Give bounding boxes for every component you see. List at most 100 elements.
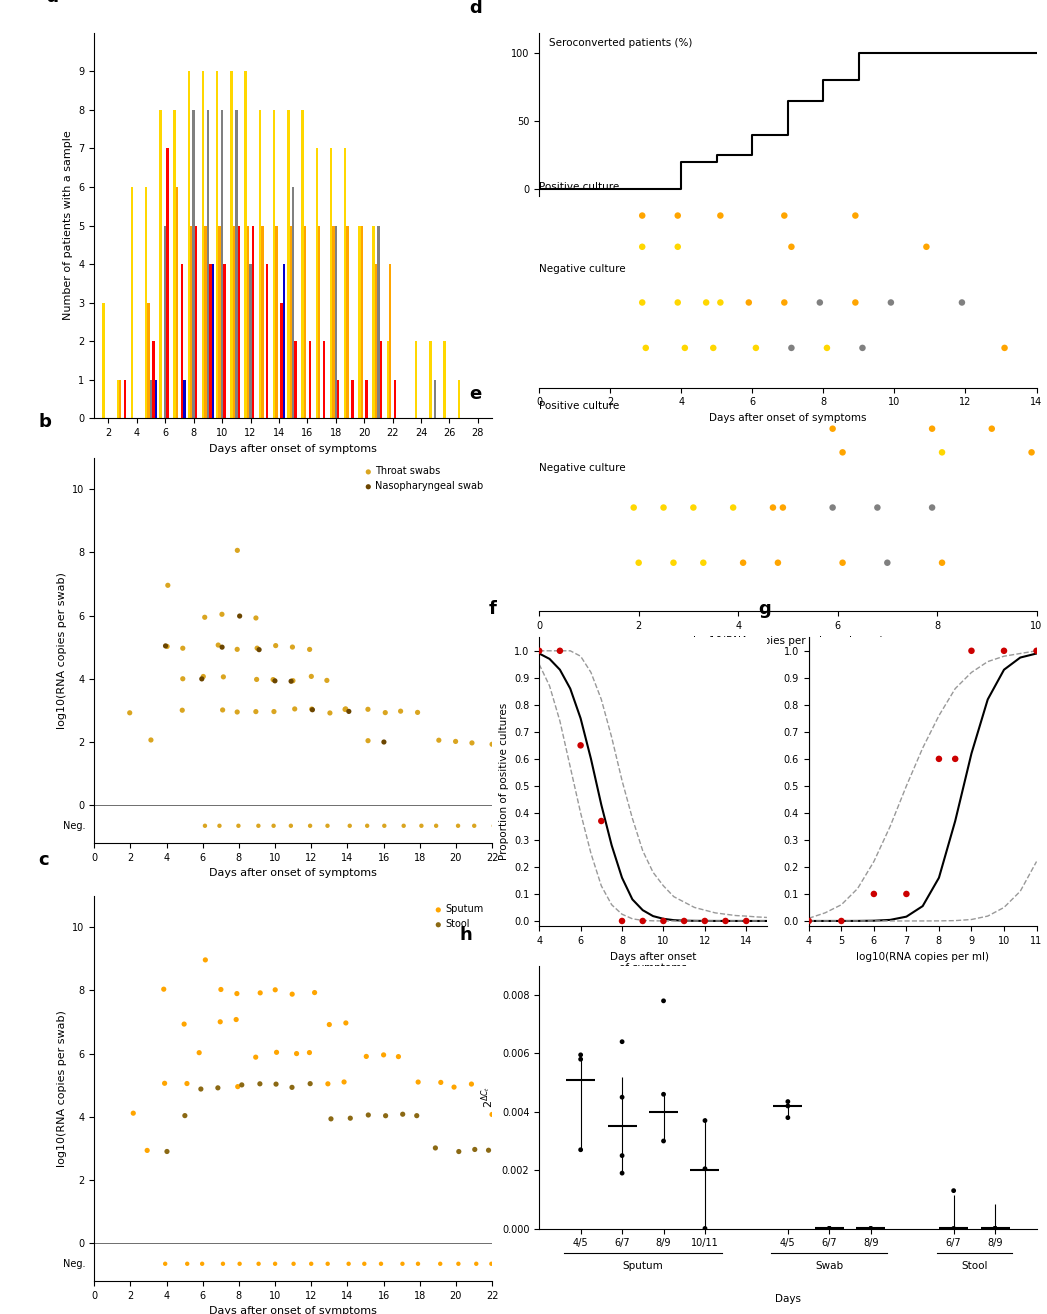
Bar (394, 380, 396, 418)
Bar (152, 342, 155, 418)
Bar (429, 342, 431, 418)
Point (319, 815, 336, 836)
Point (409, 1254, 426, 1275)
Throat swabs (174, 700, 191, 721)
Sputum (268, 1042, 285, 1063)
Point (898, 883, 915, 904)
Point (633, 292, 650, 313)
Bar (204, 226, 206, 418)
X-axis label: Days after onset of symptoms: Days after onset of symptoms (209, 869, 377, 879)
Throat swabs (447, 731, 464, 752)
Point (738, 911, 755, 932)
Throat swabs (337, 699, 354, 720)
Point (863, 1218, 879, 1239)
Point (821, 1218, 838, 1239)
Point (821, 1218, 838, 1239)
Point (945, 1180, 962, 1201)
Bar (124, 380, 127, 418)
Sputum (139, 1141, 156, 1162)
Sputum (247, 1047, 264, 1068)
Point (194, 1254, 210, 1275)
Bar (315, 148, 318, 418)
Point (625, 497, 642, 518)
Point (593, 811, 609, 832)
Text: Seroconverted patients (%): Seroconverted patients (%) (550, 38, 692, 47)
Point (676, 338, 693, 359)
Point (655, 497, 672, 518)
Point (230, 815, 247, 836)
Point (824, 497, 841, 518)
Point (695, 552, 712, 573)
Point (712, 205, 729, 226)
X-axis label: log10(RNA copies per ml, swab or g): log10(RNA copies per ml, swab or g) (693, 636, 883, 646)
Point (931, 749, 948, 770)
Point (669, 205, 686, 226)
Sputum (321, 1014, 338, 1035)
Point (466, 815, 483, 836)
Stool (251, 1074, 268, 1095)
Point (811, 292, 828, 313)
Bar (166, 148, 169, 418)
Bar (337, 380, 339, 418)
Point (614, 1163, 630, 1184)
Point (819, 338, 836, 359)
Throat swabs (215, 666, 231, 687)
Point (655, 1130, 672, 1151)
Text: d: d (469, 0, 483, 17)
Point (986, 1218, 1003, 1239)
Throat swabs (284, 636, 300, 657)
Bar (155, 380, 157, 418)
Point (801, 911, 818, 932)
Point (847, 205, 864, 226)
Bar (318, 226, 320, 418)
Text: Neg.: Neg. (63, 1259, 85, 1269)
Bar (365, 380, 367, 418)
Point (776, 292, 793, 313)
Throat swabs (321, 703, 338, 724)
Point (996, 338, 1012, 359)
Throat swabs (286, 699, 303, 720)
Point (638, 338, 654, 359)
Bar (103, 302, 105, 418)
Sputum (375, 1045, 392, 1066)
Sputum (191, 1042, 207, 1063)
Throat swabs (229, 540, 246, 561)
Bar (302, 110, 304, 418)
Nasopharyngeal swab (250, 639, 267, 660)
Bar (245, 71, 247, 418)
Bar (174, 110, 176, 418)
Point (633, 237, 650, 258)
Bar (219, 226, 221, 418)
Throat swabs (215, 699, 231, 720)
Nasopharyngeal swab (194, 669, 210, 690)
Sputum (306, 982, 322, 1003)
Point (319, 1254, 336, 1275)
Bar (273, 110, 275, 418)
Stool (233, 1075, 250, 1096)
Point (396, 815, 413, 836)
Point (250, 815, 267, 836)
Bar (232, 226, 236, 418)
Bar (283, 264, 285, 418)
Point (614, 911, 630, 932)
Point (634, 911, 651, 932)
Sputum (228, 1009, 245, 1030)
Sputum (302, 1042, 318, 1063)
Nasopharyngeal swab (214, 637, 230, 658)
Point (770, 552, 786, 573)
Point (847, 292, 864, 313)
X-axis label: Days after onset of symptoms: Days after onset of symptoms (209, 1306, 377, 1314)
Point (614, 1031, 630, 1053)
Bar (202, 71, 204, 418)
Bar (230, 71, 232, 418)
Bar (322, 342, 326, 418)
Bar (221, 110, 223, 418)
Stool (481, 1139, 497, 1160)
Throat swabs (197, 607, 214, 628)
Bar (176, 187, 178, 418)
Point (376, 815, 393, 836)
Point (573, 1049, 589, 1070)
Point (675, 911, 692, 932)
Stool (408, 1105, 425, 1126)
Sputum (337, 1012, 354, 1033)
